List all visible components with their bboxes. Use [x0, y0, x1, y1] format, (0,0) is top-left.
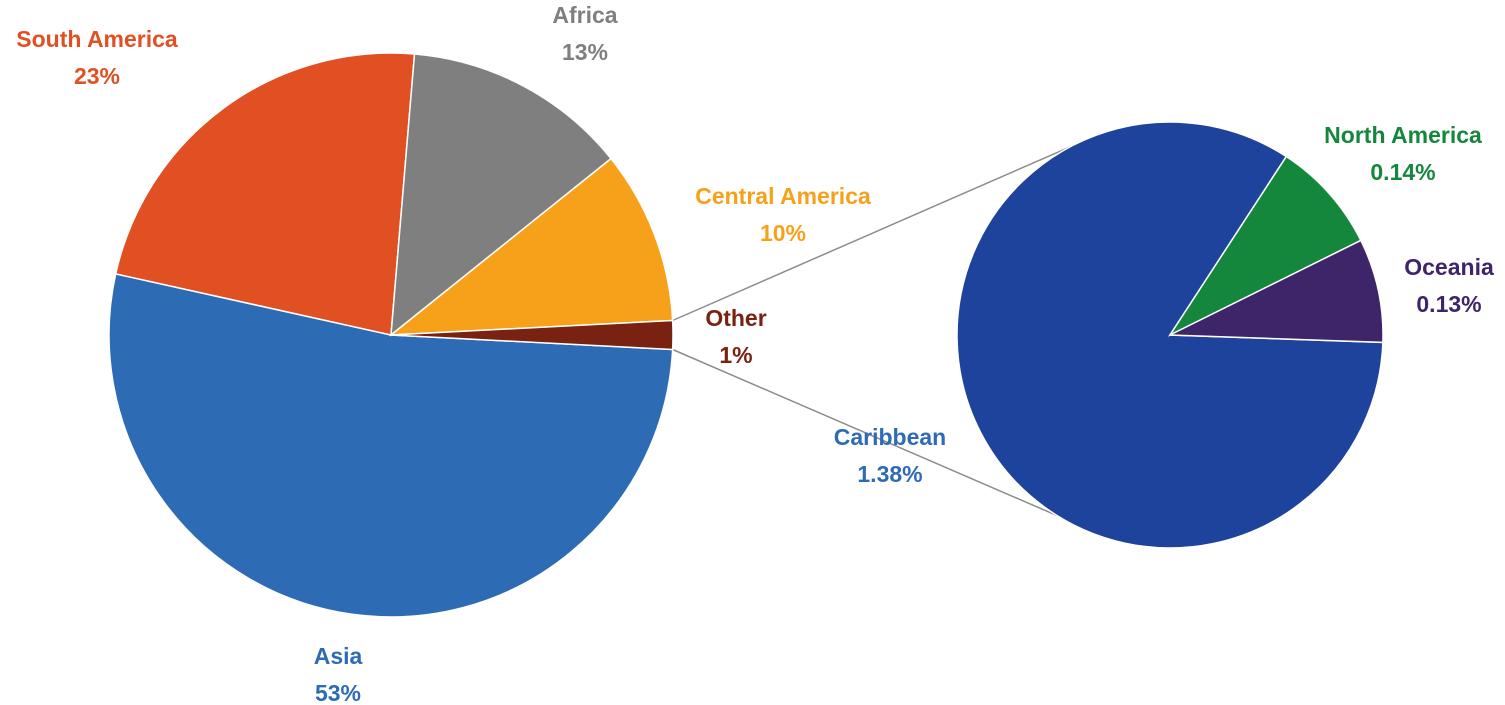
slice-oceania — [1169, 239, 1384, 344]
label-asia: Asia — [314, 643, 363, 669]
value-south-america: 23% — [74, 63, 120, 89]
connector-lines — [672, 146, 1071, 517]
data-labels: Asia 53% South America 23% Africa 13% Central … — [16, 2, 1494, 705]
slice-africa — [390, 53, 613, 337]
label-north-america: North America — [1324, 122, 1482, 148]
connector-line-bottom — [672, 348, 1058, 517]
label-caribbean: Caribbean — [834, 424, 946, 450]
secondary-pie — [956, 121, 1384, 549]
value-oceania: 0.13% — [1416, 291, 1481, 317]
label-south-america: South America — [16, 26, 178, 52]
value-asia: 53% — [315, 680, 361, 705]
main-pie — [108, 52, 674, 618]
slice-central-america — [388, 157, 674, 336]
value-caribbean: 1.38% — [857, 461, 922, 487]
slice-asia — [108, 272, 674, 618]
value-africa: 13% — [562, 39, 608, 65]
label-africa: Africa — [552, 2, 617, 28]
label-central-america: Central America — [695, 183, 871, 209]
value-central-america: 10% — [760, 220, 806, 246]
slice-other — [390, 319, 674, 351]
value-north-america: 0.14% — [1370, 159, 1435, 185]
label-other: Other — [705, 305, 766, 331]
connector-line-top — [672, 146, 1071, 322]
slice-north-america — [1167, 155, 1362, 337]
label-oceania: Oceania — [1404, 254, 1494, 280]
slice-south-america — [114, 52, 416, 336]
value-other: 1% — [719, 342, 752, 368]
